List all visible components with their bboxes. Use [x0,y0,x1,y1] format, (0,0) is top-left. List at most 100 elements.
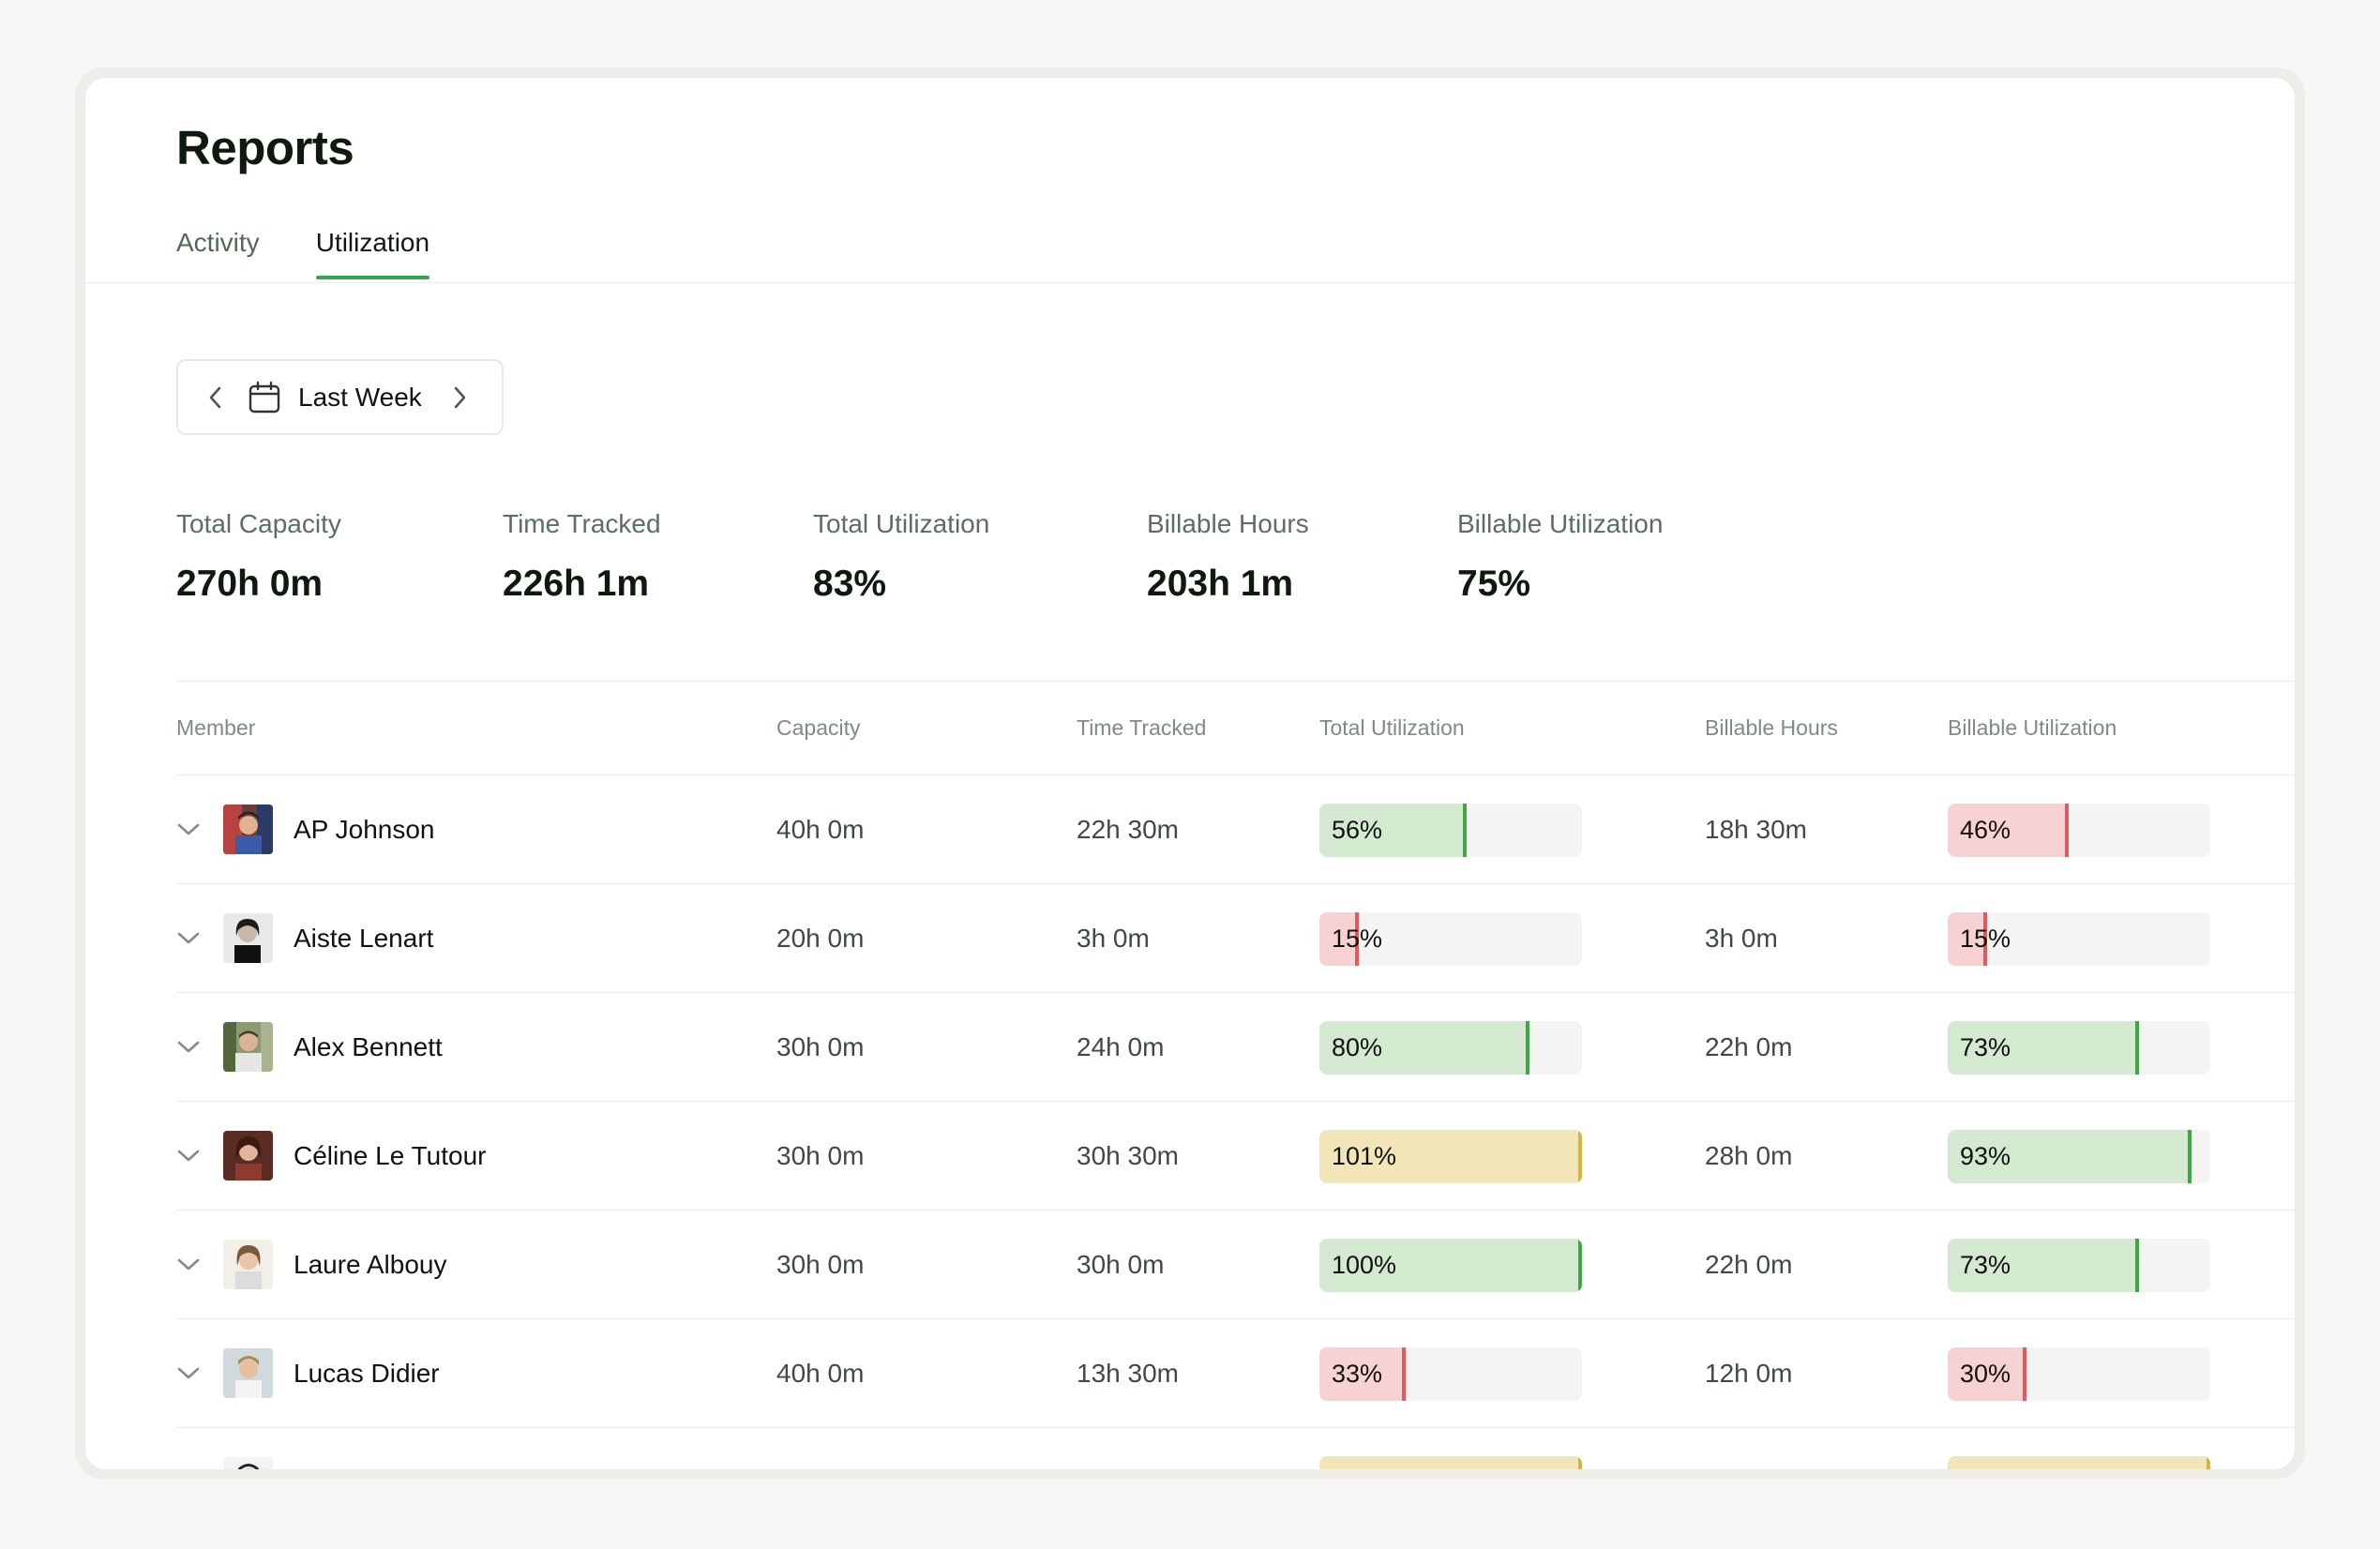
billable-utilization-fill [1948,1021,2140,1075]
tab-activity[interactable]: Activity [176,228,260,257]
billable-utilization-fill [1948,1347,2026,1401]
page-title: Reports [176,121,354,174]
table-row[interactable]: Aiste Lenart 20h 0m 3h 0m 15% 3h 0m 15% [176,884,2295,993]
total-utilization-bar: 33% [1319,1347,1582,1401]
total-utilization-fill [1319,1021,1529,1075]
member-name[interactable]: Lucas Didier [294,1359,440,1388]
expand-row-button[interactable] [176,1211,204,1319]
billable-hours-value: 28h 0m [1705,1141,1793,1170]
avatar-image [223,913,273,963]
expand-row-button[interactable] [176,884,204,993]
expand-row-button[interactable] [176,1428,204,1469]
member-name[interactable]: Céline Le Tutour [294,1141,487,1170]
total-utilization-value: 100% [1332,1251,1397,1279]
avatar-image [223,1131,273,1181]
total-utilization-fill [1319,1456,1582,1469]
utilization-table: Member Capacity Time Tracked Total Utili… [176,682,2295,1469]
total-utilization-fill [1319,1239,1582,1292]
member-name[interactable]: Laure Albouy [294,1250,447,1279]
tab-utilization[interactable]: Utilization [315,228,430,279]
stat-total-capacity: Total Capacity 270h 0m [176,509,503,605]
chevron-down-icon [177,1258,200,1271]
stat-total-utilization: Total Utilization 83% [813,509,1147,605]
expand-row-button[interactable] [176,1319,204,1428]
avatar [223,1240,273,1289]
billable-utilization-fill [1948,1456,2210,1469]
stat-label: Billable Hours [1147,509,1309,538]
billable-hours-value: 18h 30m [1705,815,1807,844]
stat-billable-hours: Billable Hours 203h 1m [1147,509,1457,605]
column-header-member[interactable]: Member [176,715,256,740]
column-header-total-utilization[interactable]: Total Utilization [1319,715,1465,740]
capacity-value: 20h 0m [776,924,865,953]
next-period-button[interactable] [446,379,474,416]
capacity-value: 30h 0m [776,1032,865,1061]
date-range-picker[interactable]: Last Week [176,359,504,435]
billable-utilization-bar [1948,1456,2210,1469]
stat-label: Time Tracked [503,509,661,538]
avatar-image [223,1240,273,1289]
column-header-billable-utilization[interactable]: Billable Utilization [1948,715,2117,740]
billable-utilization-value: 93% [1960,1142,2011,1170]
table-row[interactable]: Céline Le Tutour 30h 0m 30h 30m 101% 28h… [176,1102,2295,1211]
stat-value: 75% [1457,564,1531,604]
capacity-value: 30h 0m [776,1141,865,1170]
billable-hours-value: 3h 0m [1705,924,1778,953]
tabs-divider [85,282,2295,283]
chevron-down-icon [177,1367,200,1379]
stat-time-tracked: Time Tracked 226h 1m [503,509,813,605]
chevron-left-icon [209,386,221,408]
table-row[interactable]: Laure Albouy 30h 0m 30h 0m 100% 22h 0m 7… [176,1211,2295,1319]
table-row[interactable]: Alex Bennett 30h 0m 24h 0m 80% 22h 0m 73… [176,993,2295,1102]
date-range-label: Last Week [298,382,422,412]
avatar [223,1131,273,1181]
table-row[interactable] [176,1428,2295,1469]
total-utilization-value: 101% [1332,1142,1397,1170]
expand-row-button[interactable] [176,775,204,884]
capacity-value: 40h 0m [776,815,865,844]
chevron-right-icon [454,386,466,408]
time-tracked-value: 30h 30m [1077,1141,1179,1170]
member-name[interactable]: AP Johnson [294,815,435,844]
billable-utilization-value: 30% [1960,1360,2011,1388]
member-name[interactable]: Alex Bennett [294,1032,443,1061]
expand-row-button[interactable] [176,1102,204,1211]
table-row[interactable]: AP Johnson 40h 0m 22h 30m 56% 18h 30m 46… [176,775,2295,884]
billable-utilization-bar: 30% [1948,1347,2210,1401]
billable-utilization-fill [1948,1130,2192,1183]
total-utilization-fill [1319,1130,1582,1183]
reports-card: Reports Activity Utilization Last Week T… [85,78,2295,1469]
stat-value: 203h 1m [1147,564,1294,604]
total-utilization-bar [1319,1456,1582,1469]
billable-utilization-value: 15% [1960,925,2011,953]
report-tabs: Activity Utilization [176,228,430,279]
billable-utilization-fill [1948,912,1987,966]
avatar-image [223,1348,273,1398]
chevron-down-icon [177,932,200,944]
chevron-down-icon [177,1041,200,1053]
member-name[interactable]: Aiste Lenart [294,924,434,953]
avatar [223,1457,273,1469]
table-body: AP Johnson 40h 0m 22h 30m 56% 18h 30m 46… [176,775,2295,1469]
avatar [223,1022,273,1072]
prev-period-button[interactable] [201,379,229,416]
total-utilization-value: 56% [1332,816,1383,844]
chevron-down-icon [177,823,200,835]
total-utilization-bar: 56% [1319,804,1582,857]
expand-row-button[interactable] [176,993,204,1102]
calendar-icon [249,381,280,413]
total-utilization-value: 80% [1332,1033,1383,1061]
avatar [223,913,273,963]
table-header: Member Capacity Time Tracked Total Utili… [176,682,2295,775]
column-header-billable-hours[interactable]: Billable Hours [1705,715,1838,740]
time-tracked-value: 13h 30m [1077,1359,1179,1388]
summary-stats: Total Capacity 270h 0m Time Tracked 226h… [176,509,1739,605]
billable-hours-value: 12h 0m [1705,1359,1793,1388]
column-header-time-tracked[interactable]: Time Tracked [1077,715,1207,740]
avatar-image [223,1457,273,1469]
column-header-capacity[interactable]: Capacity [776,715,861,740]
billable-utilization-bar: 73% [1948,1021,2210,1075]
table-row[interactable]: Lucas Didier 40h 0m 13h 30m 33% 12h 0m 3… [176,1319,2295,1428]
stat-billable-utilization: Billable Utilization 75% [1457,509,1739,605]
time-tracked-value: 3h 0m [1077,924,1150,953]
